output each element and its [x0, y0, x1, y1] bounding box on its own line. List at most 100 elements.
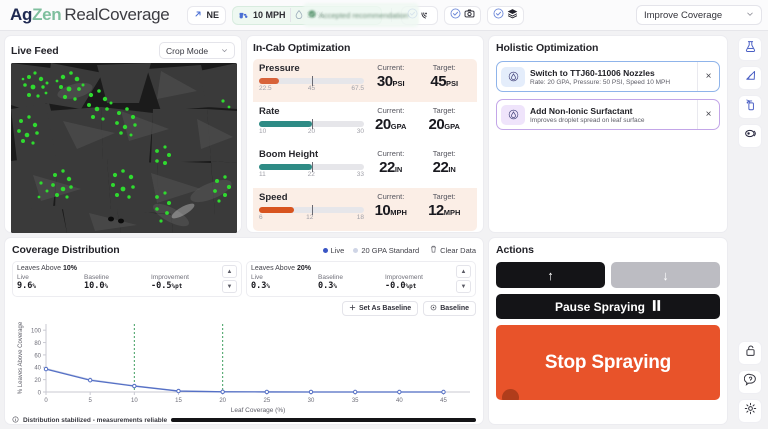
threshold-steppers: ▲ ▼: [456, 265, 471, 293]
set-as-baseline-button[interactable]: Set As Baseline: [341, 301, 419, 316]
camera-icon: [464, 6, 475, 24]
target-icon: [430, 304, 437, 313]
in-cab-row-boom-height[interactable]: Boom Height 11 22 33 Current: 22IN Target: 22IN: [253, 145, 477, 188]
target-label: Target:: [432, 63, 456, 72]
baseline-button[interactable]: Baseline: [423, 301, 476, 316]
stat-col: Baseline 10.0%: [84, 274, 151, 291]
row-target: Target: 45PSI: [418, 63, 472, 90]
threshold-steppers: ▲ ▼: [222, 265, 237, 293]
stat-key: Baseline: [318, 274, 343, 281]
stat-col: Live 9.6%: [17, 274, 84, 291]
crop-mode-dropdown[interactable]: Crop Mode: [159, 42, 235, 59]
row-slider-fill: [259, 207, 294, 213]
live-feed-video[interactable]: [11, 63, 237, 233]
status-layers-button[interactable]: [486, 5, 524, 25]
boom-down-button[interactable]: ↓: [611, 262, 720, 288]
target-value: 22IN: [432, 159, 456, 176]
recommendation-title: Switch to TTJ60-11006 Nozzles: [530, 67, 655, 78]
holistic-recommendations: Switch to TTJ60-11006 Nozzles Rate: 20 GP…: [496, 61, 720, 130]
row-slider[interactable]: [259, 205, 364, 215]
recommendation-card[interactable]: Add Non-Ionic Surfactant Improves droplet…: [496, 99, 720, 130]
stat-value: 0.3%: [318, 281, 337, 291]
recommendation-text: Add Non-Ionic Surfactant Improves droplet…: [525, 106, 697, 124]
threshold-decrease-button[interactable]: ▼: [222, 280, 237, 293]
flask-icon: [501, 104, 525, 125]
boom-up-button[interactable]: ↑: [496, 262, 605, 288]
row-slider[interactable]: [259, 162, 364, 172]
threshold-decrease-button[interactable]: ▼: [456, 280, 471, 293]
live-feed-header: Live Feed Crop Mode: [11, 42, 235, 59]
lock-icon-button[interactable]: [738, 341, 762, 365]
close-icon[interactable]: ×: [697, 100, 719, 129]
boom-controls: ↑ ↓: [496, 262, 720, 288]
coverage-blob-10: [155, 191, 171, 223]
series-point: [220, 389, 225, 395]
clear-data-button[interactable]: Clear Data: [430, 245, 476, 255]
objective-dropdown[interactable]: Improve Coverage: [636, 5, 762, 25]
legend-item-standard[interactable]: 20 GPA Standard: [353, 246, 419, 255]
row-slider-fill: [259, 121, 312, 127]
threshold-increase-button[interactable]: ▲: [222, 265, 237, 278]
in-cab-row-rate[interactable]: Rate 10 20 30 Current: 20GPA Target: 20GPA: [253, 102, 477, 145]
trash-icon: [430, 245, 437, 255]
check-circle-icon: [493, 6, 504, 24]
coverage-stat-boxes: Leaves Above 10% Live 9.6% Baseline 10.0% Imp…: [12, 261, 476, 297]
pause-spraying-button[interactable]: Pause Spraying: [496, 294, 720, 319]
scale-min: 10: [259, 128, 267, 135]
target-value: 12MPH: [428, 202, 461, 219]
row-slider-fill: [259, 164, 312, 170]
row-current: Current: 10MPH: [364, 192, 418, 219]
series-point: [352, 389, 358, 395]
coverage-chart[interactable]: 0 20 40 60 80 100 0 5 10 15 20 25 30 35 40 45 % Leaves A…: [12, 318, 476, 419]
tag-icon-button[interactable]: [738, 124, 762, 148]
header-divider-1: [289, 8, 291, 22]
threshold-increase-button[interactable]: ▲: [456, 265, 471, 278]
row-current: Current: 22IN: [364, 149, 418, 176]
chevron-down-icon: [221, 46, 228, 56]
y-tick-label: 80: [34, 341, 41, 347]
x-tick-label: 5: [88, 398, 92, 404]
legend-item-live[interactable]: Live: [322, 246, 344, 255]
pause-spraying-label: Pause Spraying: [554, 299, 646, 314]
info-circle-icon: [12, 416, 19, 425]
scale-min: 11: [259, 171, 266, 178]
stop-spraying-button[interactable]: Stop Spraying: [496, 325, 720, 400]
current-label: Current:: [377, 106, 405, 115]
x-tick-label: 45: [440, 398, 447, 404]
ground-speed-value: 10 MPH: [252, 10, 286, 20]
stat-key: Baseline: [84, 274, 109, 281]
x-tick-label: 25: [263, 398, 270, 404]
stat-value: -0.5%pt: [151, 281, 183, 291]
row-slider-target-tick: [311, 162, 313, 172]
status-camera-button[interactable]: [443, 5, 481, 25]
close-icon[interactable]: ×: [697, 62, 719, 91]
series-point: [397, 389, 402, 395]
tractor-icon: [239, 10, 249, 21]
series-point: [43, 366, 49, 372]
in-cab-row-speed[interactable]: Speed 6 12 18 Current: 10MPH Target: 12MPH: [253, 188, 477, 231]
gear-icon-button[interactable]: [738, 399, 762, 423]
canopy-coverage-image: [11, 63, 237, 233]
row-slider[interactable]: [259, 76, 364, 86]
flask-icon-button[interactable]: [738, 37, 762, 61]
row-label: Pressure: [259, 63, 300, 74]
series-point: [132, 383, 137, 389]
in-cab-row-pressure[interactable]: Pressure 22.5 45 67.5 Current: 30PSI Target: 45…: [253, 59, 477, 102]
x-tick-label: 40: [396, 398, 403, 404]
row-slider-fill: [259, 78, 279, 84]
nozzle-icon-button[interactable]: [738, 66, 762, 90]
nozzle-icon: [501, 66, 525, 87]
objective-dropdown-value: Improve Coverage: [644, 9, 723, 21]
set-as-baseline-label: Set As Baseline: [358, 305, 412, 312]
x-tick-label: 35: [352, 398, 359, 404]
recommendation-card[interactable]: Switch to TTJ60-11006 Nozzles Rate: 20 GP…: [496, 61, 720, 92]
arrow-up-icon: ↑: [547, 267, 554, 283]
row-slider[interactable]: [259, 119, 364, 129]
stat-columns: Live 0.3% Baseline 0.3% Improvement -0.0%pt: [251, 274, 452, 291]
stat-value: 0.3%: [251, 281, 270, 291]
spray-bottle-icon-button[interactable]: [738, 95, 762, 119]
help-chat-icon-button[interactable]: [738, 370, 762, 394]
stat-col: Improvement -0.0%pt: [385, 274, 452, 291]
in-cab-rows: Pressure 22.5 45 67.5 Current: 30PSI Target: 45…: [253, 59, 477, 231]
target-label: Target:: [432, 149, 456, 158]
